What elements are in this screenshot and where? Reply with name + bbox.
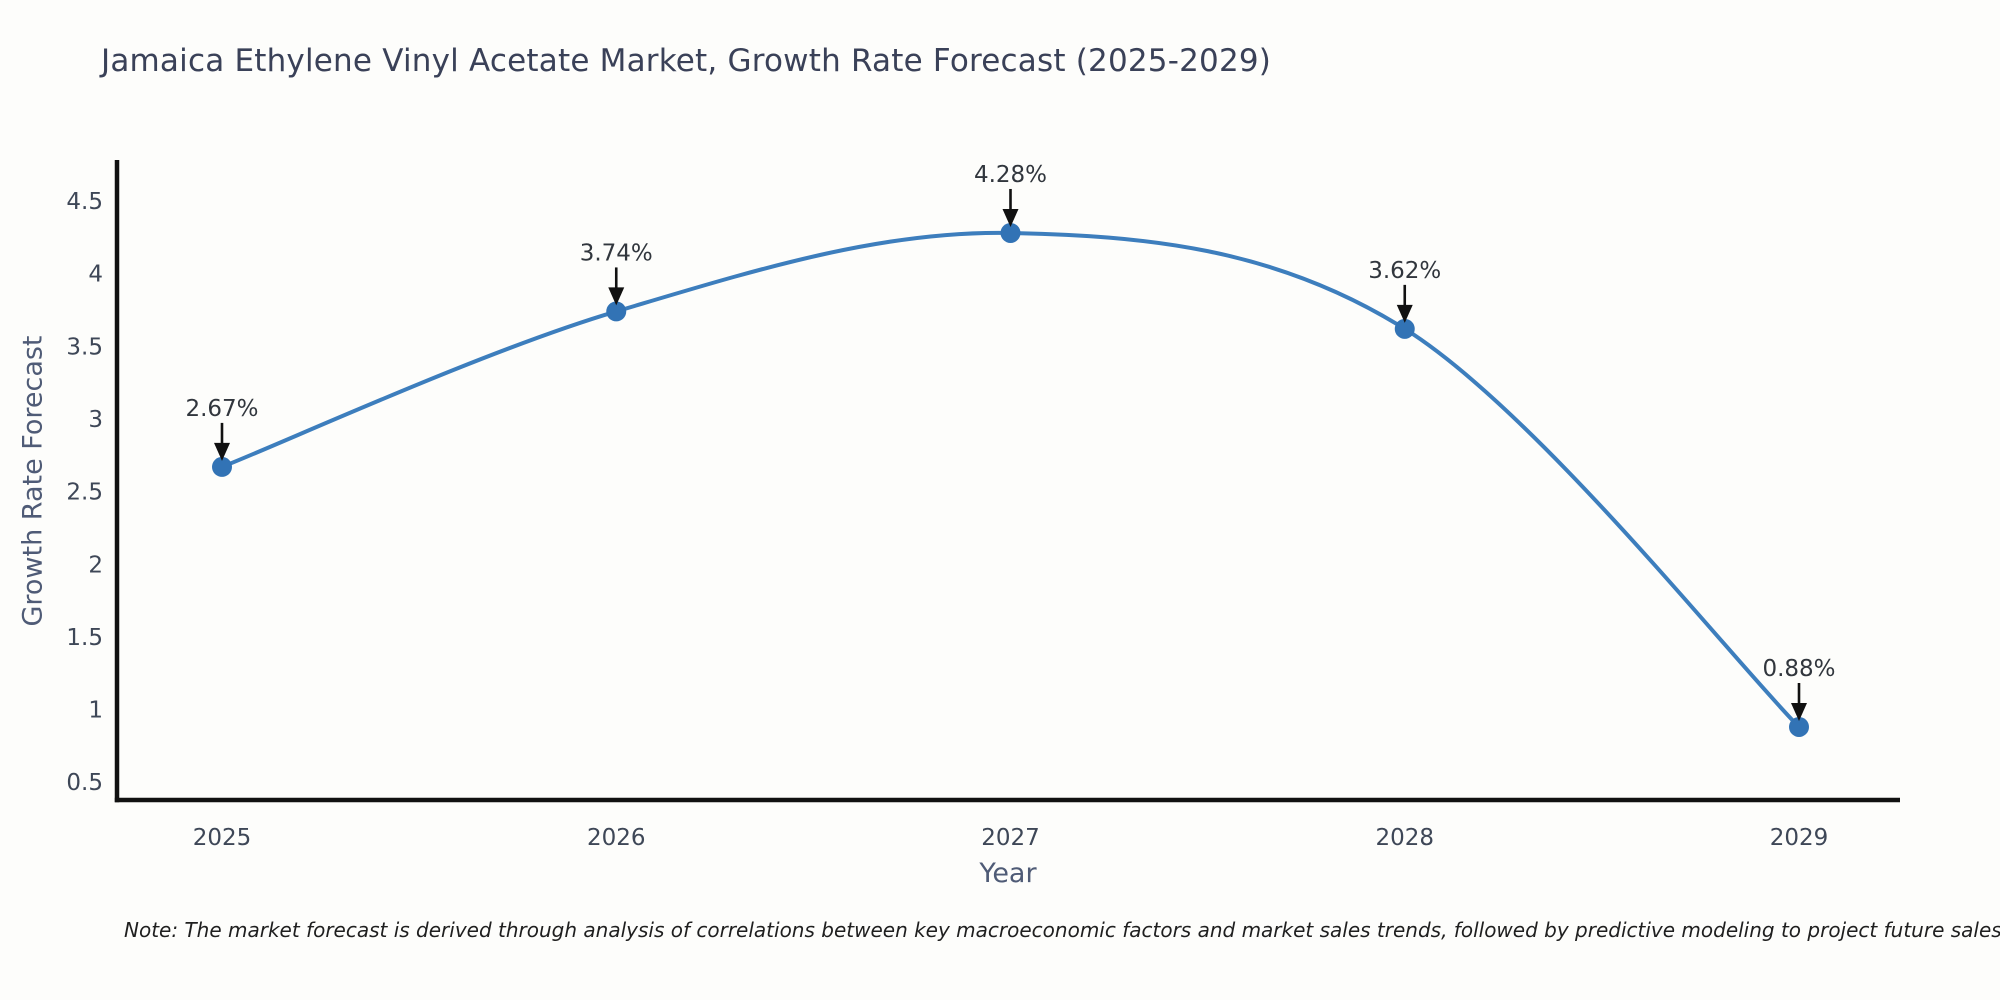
trend-line [220,230,1801,729]
annotation-label: 4.28% [974,162,1047,188]
annotation-arrowhead [608,287,625,306]
y-tick-label: 4.5 [66,189,103,215]
y-tick-label: 1 [88,698,103,724]
x-tick-label: 2027 [981,825,1040,851]
annotation-label: 3.62% [1368,258,1441,284]
x-axis-title: Year [979,858,1037,889]
data-point-marker [1789,716,1809,737]
annotation-arrowhead [1396,304,1413,323]
y-tick-label: 0.5 [66,770,103,796]
x-tick-label: 2028 [1375,825,1434,851]
x-tick-label: 2029 [1770,825,1829,851]
y-tick-label: 3 [88,407,103,433]
data-point-marker [1394,318,1415,339]
annotation-arrowhead [1002,208,1019,227]
x-tick-label: 2026 [587,825,646,851]
data-point-marker [606,301,627,322]
annotation-label: 3.74% [580,240,653,266]
y-tick-label: 2 [88,552,103,578]
y-axis-title: Growth Rate Forecast [17,335,49,627]
footnote: Note: The market forecast is derived thr… [124,918,2000,942]
y-tick-label: 2.5 [66,480,103,506]
chart-title: Jamaica Ethylene Vinyl Acetate Market, G… [101,43,1272,79]
y-tick-label: 1.5 [66,625,103,651]
annotation-label: 0.88% [1762,656,1835,682]
annotation-arrowhead [1791,702,1807,721]
x-tick-label: 2025 [193,825,252,851]
data-point-marker [1000,222,1021,243]
annotation-arrowhead [214,442,230,461]
data-point-marker [212,456,232,477]
y-tick-label: 4 [88,262,103,288]
y-tick-label: 3.5 [66,334,103,360]
annotation-label: 2.67% [185,396,258,422]
